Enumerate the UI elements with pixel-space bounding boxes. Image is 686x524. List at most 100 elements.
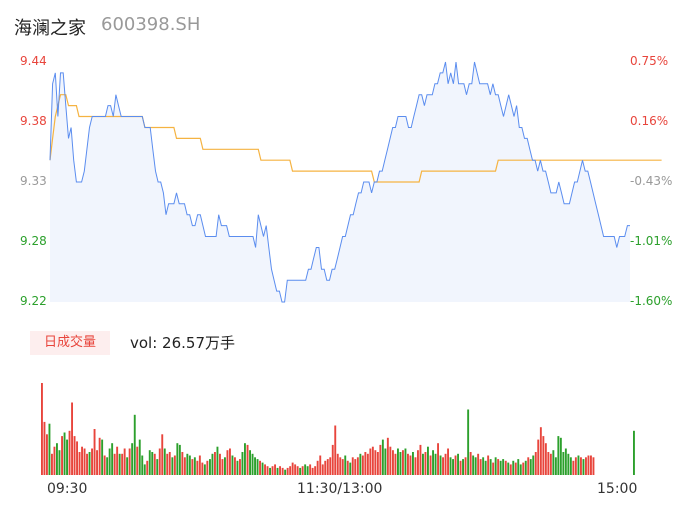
volume-bar: [68, 430, 71, 475]
volume-readout: vol: 26.57万手: [130, 334, 235, 352]
volume-bar: [437, 443, 439, 475]
volume-bar: [203, 464, 206, 475]
volume-bar: [281, 467, 284, 475]
volume-bar: [477, 453, 480, 475]
volume-bar: [128, 448, 131, 475]
volume-bar: [582, 459, 585, 475]
volume-bar: [198, 455, 201, 475]
volume-bar: [349, 462, 352, 475]
volume-bar: [211, 453, 214, 475]
volume-bar: [494, 457, 497, 475]
volume-bar: [397, 448, 399, 475]
volume-bar: [183, 457, 186, 475]
volume-bar: [633, 430, 635, 475]
volume-bar: [577, 455, 580, 475]
volume-bar: [123, 448, 126, 475]
volume-bar: [374, 450, 377, 475]
volume-bar: [306, 466, 309, 475]
volume-bar: [580, 457, 582, 475]
volume-bar: [381, 439, 384, 475]
volume-bar: [286, 467, 289, 475]
volume-bar: [442, 457, 444, 475]
volume-bar: [504, 460, 507, 475]
volume-bar: [427, 446, 429, 475]
volume-bar: [271, 466, 274, 475]
volume-bar: [186, 453, 189, 475]
volume-bar: [459, 460, 462, 475]
volume-bar: [414, 457, 417, 475]
volume-bar: [131, 443, 134, 475]
volume-bar: [48, 423, 51, 475]
volume-bar: [143, 464, 146, 475]
volume-bar: [118, 453, 121, 475]
y-tick-right-4: -1.60%: [630, 294, 673, 308]
volume-bar: [474, 457, 477, 475]
volume-bar: [86, 453, 88, 475]
volume-bar: [549, 453, 552, 475]
volume-bar: [507, 462, 510, 475]
volume-bar: [244, 443, 246, 475]
volume-bar: [409, 455, 412, 475]
volume-bar: [229, 448, 231, 475]
volume-bar: [522, 462, 525, 475]
volume-bar: [316, 460, 319, 475]
volume-bar: [156, 459, 159, 475]
volume-bar: [339, 457, 342, 475]
volume-bar: [557, 436, 560, 475]
volume-bar: [133, 414, 136, 475]
volume-bar: [492, 462, 495, 475]
volume-bar: [361, 455, 364, 475]
volume-bar: [407, 453, 409, 475]
volume-bar: [251, 453, 254, 475]
volume-bar: [236, 460, 239, 475]
volume-bar: [108, 448, 111, 475]
volume-bar: [517, 459, 520, 475]
volume-bar: [309, 464, 312, 475]
volume-bar: [41, 383, 43, 475]
volume-bar: [371, 446, 374, 475]
volume-bar: [544, 443, 547, 475]
volume-bar: [98, 437, 101, 475]
volume-bar: [141, 455, 144, 475]
volume-bar: [499, 460, 502, 475]
volume-bar: [434, 453, 437, 475]
daily-volume-badge: 日成交量: [30, 331, 110, 355]
volume-bar: [219, 453, 221, 475]
volume-bar: [502, 459, 505, 475]
stock-name: 海澜之家: [14, 18, 86, 39]
volume-bar: [103, 455, 106, 475]
volume-bar: [71, 402, 73, 475]
volume-bar: [43, 421, 46, 475]
volume-bar: [351, 457, 354, 475]
volume-bar: [321, 464, 324, 475]
volume-bar: [439, 455, 442, 475]
volume-bar: [264, 464, 266, 475]
volume-bar: [58, 450, 61, 475]
volume-bar: [462, 459, 464, 475]
volume-bar: [542, 436, 545, 475]
volume-bar: [539, 427, 542, 475]
volume-bar: [527, 457, 530, 475]
volume-bar: [564, 448, 567, 475]
volume-bar: [51, 453, 53, 475]
volume-bar: [422, 453, 424, 475]
volume-bar: [301, 466, 304, 475]
volume-bar: [166, 453, 169, 475]
volume-bar: [163, 448, 166, 475]
volume-bar: [111, 443, 114, 475]
volume-bar: [554, 457, 557, 475]
volume-bar: [161, 434, 164, 475]
volume-bar: [389, 446, 392, 475]
volume-bar: [326, 459, 329, 475]
volume-bar: [246, 444, 249, 475]
volume-bar: [304, 464, 307, 475]
volume-bar: [106, 457, 109, 475]
y-tick-left-1: 9.38: [20, 114, 47, 128]
volume-bar: [487, 455, 490, 475]
volume-bar: [224, 457, 226, 475]
volume-bar: [66, 439, 68, 475]
price-line: [49, 61, 630, 303]
volume-bar: [419, 444, 422, 475]
volume-bar: [314, 466, 317, 475]
volume-bar: [113, 453, 116, 475]
